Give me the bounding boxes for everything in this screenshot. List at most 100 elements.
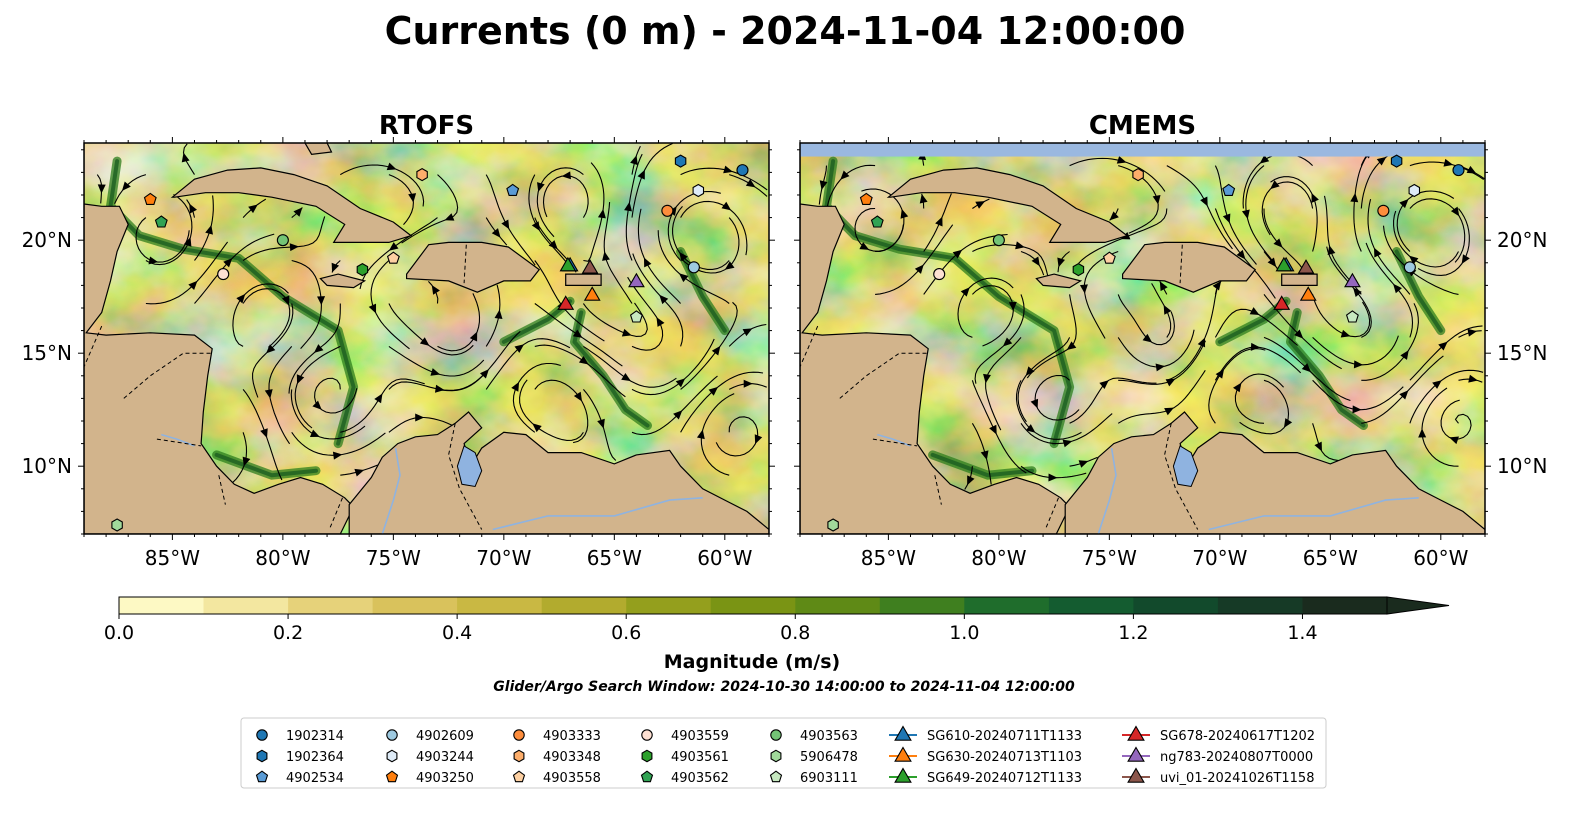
map-panels: RTOFS 85°W 80°W 75°W 70°W 65°W 60°W 10°N 15°N 20°… [22,111,1548,570]
streamline-arrow [548,240,558,250]
land-puertoRico [1281,273,1318,286]
streamline-arrow [264,389,273,399]
y-tick-label: 10°N [1497,454,1547,478]
streamline-arrow [900,208,909,219]
glider-uvi_01-20241026T1158 [581,259,599,274]
float-1902364 [1390,154,1403,168]
land-cuba [170,167,413,243]
streamline-arrow [1165,378,1176,387]
streamline-arrow [711,345,721,356]
streamline-arrow [742,328,753,337]
streamline-arrow [532,423,542,433]
streamline-arrow [1353,287,1362,298]
float-4902534 [506,183,520,196]
float-4903333 [661,204,674,217]
float-5906478 [827,518,839,532]
legend-label: 6903111 [800,771,858,786]
streamline-arrow [745,179,756,188]
search-window-subtitle: Glider/Argo Search Window: 2024-10-30 14… [493,679,1075,695]
streamline-arrow [189,203,197,214]
streamline-arrow [597,208,606,219]
streamline-arrow [309,429,320,438]
gliders [557,256,645,310]
country-border [218,475,226,505]
legend-marker-4902609 [386,729,398,741]
streamline-arrow [723,165,733,174]
float-1902314 [736,164,749,177]
streamline-arrow [1443,158,1454,167]
streamline-arrow [537,182,545,192]
streamline-arrow [840,170,850,180]
streamline-arrow [331,262,340,273]
panel-rtofs: RTOFS 85°W 80°W 75°W 70°W 65°W 60°W 10°N 15°N 20°… [22,111,775,570]
streamline-arrow [975,201,986,209]
land [800,143,1485,534]
streamline-arrow [1373,247,1382,258]
legend-marker-SG678-20240617T1202 [1127,725,1145,741]
land-jamaica [319,273,367,289]
current-jet-core [1288,310,1366,428]
legend-label: 5906478 [800,750,858,765]
streamline-arrow [1099,380,1109,390]
streamline-arrow [501,219,510,230]
streamline-arrow [1450,206,1460,217]
streamline-arrow [572,329,583,338]
legend-label: SG630-20240713T1103 [927,750,1082,765]
panel-frame [83,142,770,535]
streamline-arrow [1438,341,1448,351]
streamline-arrow [1283,418,1293,428]
legend-label: SG610-20240711T1133 [927,729,1082,744]
streamline-arrow [491,228,501,238]
legend-marker-ng783-20240807T0000 [1127,746,1145,762]
streamline-arrow [312,400,322,410]
country-border [123,352,213,399]
streamline-arrow [1241,209,1250,220]
streamline-arrow [914,264,924,274]
legend: 1902314 1902364 4902534 4902609 4903244 49032… [240,717,1327,789]
land-hispaniola [1122,241,1257,293]
colorbar-tick-label: 0.2 [273,622,303,644]
y-tick-label: 15°N [1497,341,1547,365]
current-jet-core [214,452,318,478]
float-4903244 [1408,183,1421,198]
streamline-arrow [97,184,106,194]
streamline-arrow [1200,196,1208,207]
glider-ng783-20240807T0000 [1344,272,1361,288]
colorbar-tick-label: 1.2 [1118,622,1148,644]
x-tick-label: 75°W [1082,546,1137,570]
country-border [156,438,202,447]
streamline-arrow [374,393,383,404]
river [492,497,703,531]
streamline-arrow [1466,165,1477,174]
float-4903561 [1072,262,1085,277]
land-puertoRico [565,273,602,286]
colorbar-bin [626,597,712,614]
streamline-arrow [656,317,665,327]
colorbar-bin [541,597,627,614]
streamline-arrow [1159,281,1168,292]
legend-label: 4903561 [671,750,729,765]
legend-marker-4903559 [641,729,653,741]
streamline-arrow [415,413,425,422]
streamline-arrow [1340,329,1351,338]
float-4902609 [1403,261,1416,274]
country-border [839,352,929,399]
legend-marker-5906478 [770,749,782,763]
land-cuba [886,167,1129,243]
glider-SG678-20240617T1202 [1273,295,1291,310]
streamline-arrow [223,258,233,268]
streamline-arrow [1062,439,1073,448]
streamline-arrow [1418,428,1427,438]
streamline-arrow [431,284,440,295]
glider-SG630-20240713T1103 [583,286,601,301]
float-6903111 [1345,310,1359,323]
lake-maracaibo [1172,445,1199,488]
land-southAmerica [348,411,769,534]
colorbar-tick-label: 1.0 [949,622,979,644]
float-6903111 [629,310,643,323]
streamline-arrow [121,181,131,191]
argo-floats [827,154,1465,532]
legend-marker-4903558 [512,770,526,783]
streamline-arrow [1212,280,1222,291]
